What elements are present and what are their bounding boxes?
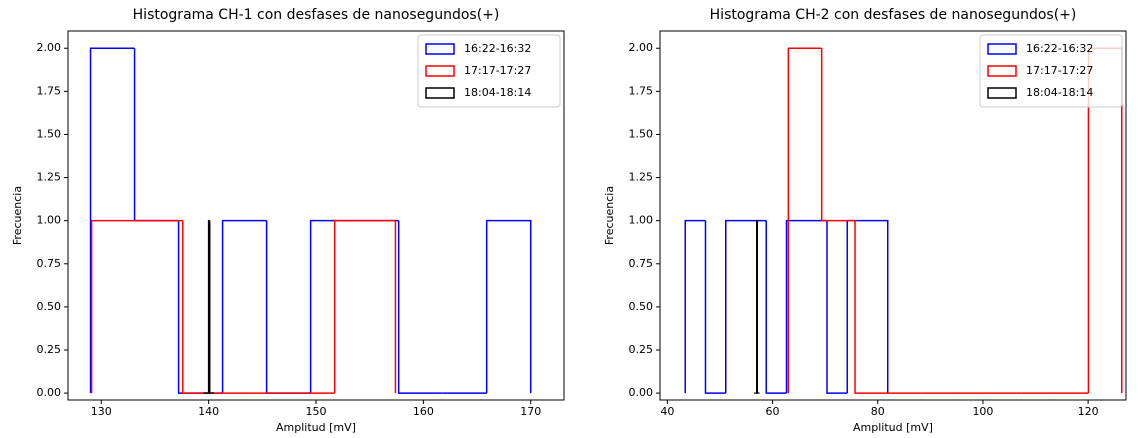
x-tick-label: 170 (520, 405, 541, 418)
y-tick-label: 0.50 (629, 300, 654, 313)
x-axis-label: Amplitud [mV] (853, 421, 933, 434)
hist-step (365, 219, 397, 394)
hist-step (826, 220, 848, 394)
chart-title: Histograma CH-2 con desfases de nanosegu… (710, 7, 1077, 23)
plot-area (684, 47, 1123, 394)
y-tick-label: 0.25 (629, 343, 654, 356)
y-tick-label: 2.00 (629, 41, 654, 54)
hist-step (867, 219, 889, 394)
y-tick-label: 1.25 (629, 171, 654, 184)
hist-step (724, 219, 746, 394)
legend-swatch (987, 65, 1017, 77)
legend-swatch (987, 87, 1017, 99)
legend-label: 16:22-16:32 (464, 42, 531, 55)
y-tick-label: 1.75 (37, 84, 62, 97)
legend-swatch (425, 65, 455, 77)
hist-step (846, 219, 868, 394)
x-tick-label: 100 (972, 405, 993, 418)
x-tick-label: 80 (871, 405, 885, 418)
x-tick-label: 150 (306, 405, 327, 418)
hist-step (485, 219, 532, 394)
y-axis-label: Frecuencia (603, 186, 616, 245)
chart-title: Histograma CH-1 con desfases de nanosegu… (133, 7, 500, 23)
hist-step (89, 47, 135, 394)
legend-swatch (425, 87, 455, 99)
y-tick-label: 0.00 (37, 386, 62, 399)
hist-step (333, 219, 366, 394)
y-tick-label: 1.50 (629, 127, 654, 140)
y-axis-label: Frecuencia (11, 186, 24, 245)
hist-step (90, 219, 123, 394)
hist-step (221, 219, 267, 394)
y-tick-label: 1.00 (37, 214, 62, 227)
y-tick-label: 0.00 (629, 386, 654, 399)
x-tick-label: 60 (766, 405, 780, 418)
x-tick-label: 40 (660, 405, 674, 418)
legend-label: 18:04-18:14 (1026, 86, 1093, 99)
hist-step (182, 220, 214, 394)
y-tick-label: 1.00 (629, 214, 654, 227)
hist-step (765, 220, 787, 394)
axes-frame (659, 30, 1127, 401)
hist-step (787, 47, 822, 394)
y-tick-label: 1.75 (629, 84, 654, 97)
legend-label: 16:22-16:32 (1026, 42, 1093, 55)
y-tick-label: 1.25 (37, 171, 62, 184)
legend-label: 17:17-17:27 (464, 64, 531, 77)
hist-step (397, 220, 443, 394)
x-tick-label: 130 (91, 405, 112, 418)
y-tick-label: 0.50 (37, 300, 62, 313)
hist-step (785, 219, 807, 394)
hist-step (684, 219, 706, 394)
plot-area (89, 47, 532, 394)
legend-swatch (987, 43, 1017, 55)
legend-label: 18:04-18:14 (464, 86, 531, 99)
hist-step (208, 220, 211, 394)
x-tick-label: 120 (1078, 405, 1099, 418)
x-tick-label: 160 (413, 405, 434, 418)
hist-step (820, 48, 856, 222)
hist-step (309, 219, 355, 394)
hist-step (177, 220, 223, 394)
hist-step (265, 220, 311, 394)
hist-step (854, 220, 889, 394)
y-tick-label: 2.00 (37, 41, 62, 54)
legend-label: 17:17-17:27 (1026, 64, 1093, 77)
hist-step (133, 48, 179, 222)
y-tick-label: 0.75 (37, 257, 62, 270)
x-tick-label: 140 (198, 405, 219, 418)
y-tick-label: 1.50 (37, 127, 62, 140)
y-tick-label: 0.75 (629, 257, 654, 270)
hist-step (704, 220, 726, 394)
y-tick-label: 0.25 (37, 343, 62, 356)
hist-step (756, 220, 759, 394)
legend-swatch (425, 43, 455, 55)
axes-frame (67, 30, 565, 401)
x-axis-label: Amplitud [mV] (276, 421, 356, 434)
